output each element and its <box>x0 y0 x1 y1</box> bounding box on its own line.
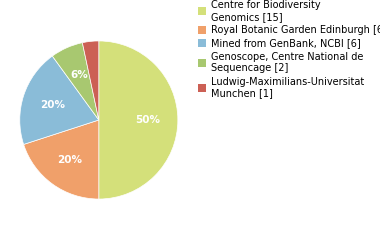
Wedge shape <box>52 43 99 120</box>
Text: 20%: 20% <box>57 155 82 165</box>
Wedge shape <box>82 41 99 120</box>
Text: 20%: 20% <box>40 100 65 110</box>
Legend: Centre for Biodiversity
Genomics [15], Royal Botanic Garden Edinburgh [6], Mined: Centre for Biodiversity Genomics [15], R… <box>198 0 380 98</box>
Wedge shape <box>99 41 178 199</box>
Text: 50%: 50% <box>135 115 160 125</box>
Wedge shape <box>24 120 99 199</box>
Wedge shape <box>20 56 99 144</box>
Text: 6%: 6% <box>70 70 88 80</box>
